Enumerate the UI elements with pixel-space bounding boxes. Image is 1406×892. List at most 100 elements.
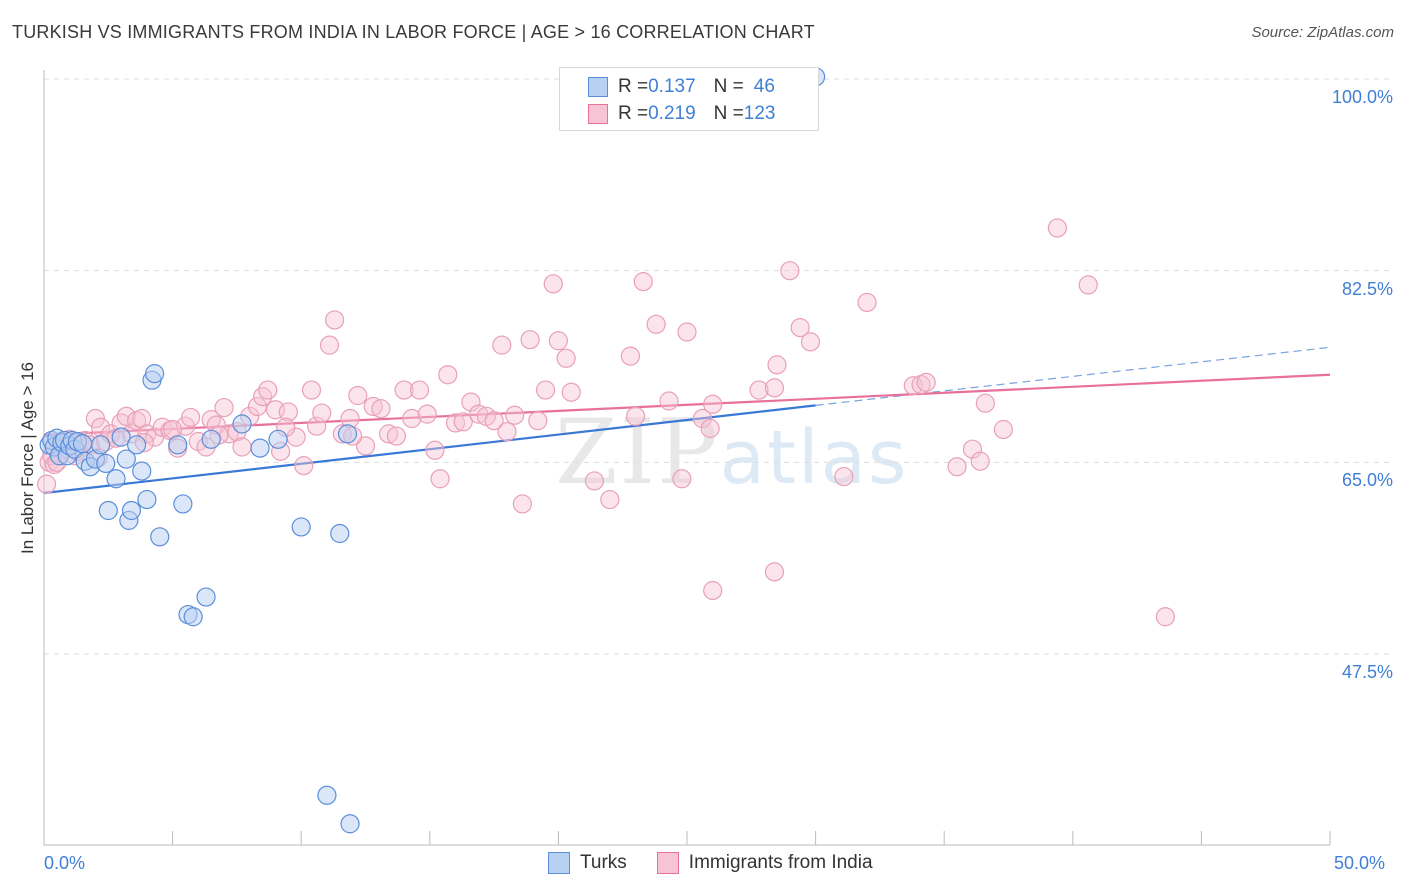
point-india bbox=[512, 494, 532, 514]
point-india bbox=[800, 332, 821, 352]
y-tick-label: 82.5% bbox=[1341, 278, 1393, 299]
source-credit: Source: ZipAtlas.com bbox=[1251, 24, 1394, 41]
point-india bbox=[348, 385, 368, 406]
point-turks bbox=[111, 427, 131, 447]
point-turks bbox=[150, 527, 170, 547]
x-tick-label-max: 50.0% bbox=[1334, 853, 1386, 873]
point-india bbox=[561, 382, 581, 402]
point-india bbox=[379, 424, 399, 444]
point-india bbox=[312, 403, 332, 423]
point-india bbox=[214, 397, 234, 418]
y-tick-label: 65.0% bbox=[1341, 470, 1393, 491]
point-turks bbox=[106, 469, 126, 489]
n-label: N = bbox=[713, 76, 744, 97]
point-india bbox=[497, 422, 517, 442]
watermark: ZIPatlas bbox=[555, 400, 908, 505]
n-value: 123 bbox=[743, 103, 776, 124]
point-india bbox=[749, 380, 769, 400]
legend-item-turks[interactable]: Turks bbox=[548, 852, 627, 874]
point-india bbox=[600, 489, 620, 510]
point-india bbox=[535, 380, 556, 400]
point-india bbox=[780, 261, 800, 281]
point-india bbox=[294, 456, 314, 476]
point-india bbox=[947, 457, 967, 477]
point-india bbox=[253, 387, 273, 407]
point-turks bbox=[291, 517, 311, 537]
series-legend: Turks Immigrants from India bbox=[548, 852, 903, 874]
point-india bbox=[625, 406, 646, 426]
point-india bbox=[767, 355, 787, 375]
point-turks bbox=[144, 364, 165, 384]
point-india bbox=[677, 322, 697, 342]
point-india bbox=[453, 412, 473, 432]
point-india bbox=[975, 393, 995, 413]
point-india bbox=[132, 408, 152, 429]
point-india bbox=[764, 378, 785, 398]
x-tick-label-min: 0.0% bbox=[44, 853, 86, 873]
trend-india bbox=[43, 373, 1331, 437]
point-india bbox=[962, 439, 983, 459]
point-india bbox=[461, 392, 481, 412]
point-india bbox=[1078, 275, 1098, 295]
point-turks bbox=[330, 523, 350, 544]
point-india bbox=[386, 426, 406, 446]
point-india bbox=[672, 469, 692, 489]
gridlines bbox=[44, 78, 1392, 655]
point-turks bbox=[250, 438, 270, 458]
point-india bbox=[232, 437, 252, 457]
point-india bbox=[692, 408, 713, 429]
trend-turks-extrapolated bbox=[815, 346, 1331, 406]
stats-legend: R = 0.137 N = 46 R = 0.219 N = 123 bbox=[559, 67, 819, 131]
point-india bbox=[484, 411, 504, 431]
y-tick-label: 47.5% bbox=[1341, 662, 1393, 682]
point-turks bbox=[90, 435, 111, 455]
point-india bbox=[993, 419, 1013, 440]
r-value: 0.137 bbox=[648, 76, 696, 97]
point-india bbox=[620, 346, 641, 366]
point-india bbox=[857, 292, 877, 313]
point-india bbox=[371, 399, 391, 419]
point-india bbox=[425, 440, 445, 460]
point-turks bbox=[340, 814, 360, 834]
point-turks bbox=[137, 489, 157, 510]
point-india bbox=[438, 365, 458, 385]
point-india bbox=[703, 580, 723, 601]
point-india bbox=[409, 380, 430, 400]
point-turks bbox=[196, 587, 216, 607]
r-value: 0.219 bbox=[648, 103, 696, 124]
stats-row-india: R = 0.219 N = 123 bbox=[588, 102, 776, 126]
n-value: 46 bbox=[753, 76, 775, 97]
legend-label-india: Immigrants from India bbox=[688, 852, 873, 873]
point-turks bbox=[126, 435, 147, 455]
point-india bbox=[700, 418, 720, 438]
point-india bbox=[703, 394, 723, 414]
y-axis-title: In Labor Force | Age > 16 bbox=[18, 361, 37, 555]
watermark-zip: ZIP bbox=[555, 400, 720, 505]
point-india bbox=[505, 405, 525, 425]
point-india bbox=[584, 471, 605, 491]
turks-legend-swatch bbox=[548, 852, 570, 874]
point-india bbox=[36, 474, 57, 494]
point-india bbox=[402, 408, 422, 429]
point-india bbox=[659, 391, 679, 411]
point-turks bbox=[132, 461, 152, 481]
point-india bbox=[219, 424, 239, 444]
point-turks bbox=[201, 429, 221, 449]
r-label: R = bbox=[618, 76, 649, 97]
point-india bbox=[492, 335, 512, 355]
r-label: R = bbox=[618, 103, 649, 124]
point-india bbox=[633, 272, 653, 292]
india-legend-swatch bbox=[656, 852, 679, 874]
n-label: N = bbox=[713, 103, 744, 124]
point-turks bbox=[317, 785, 337, 805]
point-india bbox=[520, 330, 540, 350]
point-india bbox=[1155, 607, 1175, 627]
point-india bbox=[417, 404, 437, 424]
legend-item-india[interactable]: Immigrants from India bbox=[656, 852, 873, 874]
point-india bbox=[258, 380, 278, 400]
y-tick-label: 100.0% bbox=[1331, 87, 1393, 107]
trend-lines bbox=[43, 346, 1331, 495]
stats-row-turks: R = 0.137 N = 46 bbox=[588, 75, 775, 99]
point-turks bbox=[96, 453, 116, 474]
